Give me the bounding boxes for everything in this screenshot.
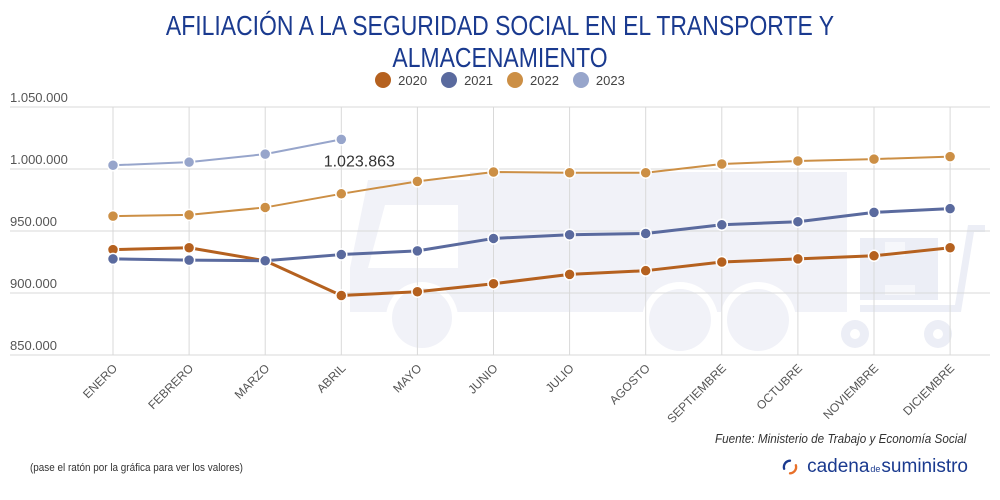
truck-cargo-shape (470, 172, 847, 312)
y-tick-label: 1.050.000 (10, 90, 68, 105)
data-point-2022[interactable] (563, 166, 576, 179)
series-2022[interactable] (106, 150, 957, 223)
x-tick-label: MARZO (232, 361, 273, 402)
legend-label-2020: 2020 (398, 72, 428, 88)
series-layer (106, 133, 957, 302)
data-point-2022[interactable] (639, 166, 652, 179)
annotations: 1.023.863 (324, 153, 395, 170)
cart-wheel-right-hub (933, 329, 943, 339)
legend: 2020 2021 2022 2023 (0, 72, 1000, 88)
series-line-2020 (112, 246, 951, 297)
data-point-2021[interactable] (335, 248, 348, 261)
x-tick-label: OCTUBRE (754, 361, 805, 412)
x-tick-label: DICIEMBRE (900, 361, 957, 418)
legend-marker-2021 (441, 72, 458, 88)
legend-item-2020[interactable]: 2020 (375, 72, 427, 88)
data-point-2022[interactable] (258, 201, 272, 214)
data-point-2020[interactable] (639, 264, 652, 277)
data-point-2022[interactable] (106, 209, 120, 223)
data-point-2021[interactable] (943, 202, 957, 215)
legend-item-2023[interactable]: 2023 (572, 72, 625, 88)
data-point-2021[interactable] (258, 254, 272, 268)
x-tick-label: ENERO (80, 361, 120, 401)
x-tick-label: FEBRERO (145, 361, 196, 412)
series-2021[interactable] (106, 202, 957, 268)
data-point-2022[interactable] (487, 165, 500, 179)
legend-label-2022: 2022 (530, 72, 559, 88)
data-point-2021[interactable] (182, 253, 196, 267)
data-point-2020[interactable] (715, 255, 729, 269)
x-tick-label: MAYO (390, 361, 424, 395)
data-point-2022[interactable] (411, 175, 424, 188)
data-point-2020[interactable] (335, 289, 348, 302)
data-point-2020[interactable] (563, 268, 576, 281)
data-label: 1.023.863 (324, 153, 395, 170)
legend-marker-2022 (507, 72, 523, 88)
x-tick-label: JUNIO (465, 361, 500, 396)
data-point-2021[interactable] (411, 244, 424, 258)
data-point-2020[interactable] (487, 277, 500, 290)
data-point-2021[interactable] (639, 227, 652, 240)
data-point-2022[interactable] (182, 208, 196, 222)
y-tick-label: 950.000 (10, 214, 57, 229)
data-point-2020[interactable] (867, 249, 881, 263)
legend-item-2022[interactable]: 2022 (507, 72, 559, 88)
series-line-2022 (112, 155, 951, 218)
data-point-2020[interactable] (791, 252, 805, 266)
cart-frame-shape (860, 225, 985, 312)
x-tick-label: AGOSTO (607, 361, 653, 407)
grid (10, 106, 990, 356)
data-point-2022[interactable] (867, 152, 881, 166)
x-axis: ENERO FEBRERO MARZO ABRIL MAYO JUNIO JULIO AGOS… (80, 361, 957, 426)
truck-wheel-front-inner (392, 288, 452, 348)
brand-part-1: cadena (807, 456, 870, 477)
data-point-2022[interactable] (715, 157, 729, 171)
data-point-2022[interactable] (943, 150, 957, 163)
data-point-2023[interactable] (258, 147, 272, 161)
data-point-2021[interactable] (791, 215, 805, 228)
data-point-2021[interactable] (867, 206, 881, 219)
cart-wheel-left-hub (850, 329, 860, 339)
cart-box-label-2 (885, 285, 915, 295)
legend-label-2021: 2021 (464, 72, 493, 88)
truck-illustration (350, 172, 985, 358)
legend-marker-2023 (572, 72, 589, 88)
series-2023[interactable] (106, 133, 348, 172)
truck-wheel-rear-2-inner (727, 289, 789, 351)
series-line-2021 (112, 207, 951, 263)
data-point-2022[interactable] (335, 187, 348, 201)
data-point-2020[interactable] (943, 241, 957, 254)
chart-title: AFILIACIÓN A LA SEGURIDAD SOCIAL EN EL T… (165, 10, 835, 73)
data-point-2021[interactable] (715, 218, 729, 232)
data-point-2020[interactable] (411, 285, 424, 299)
hover-hint: (pase el ratón por la gráfica para ver l… (30, 462, 243, 474)
series-line-2023 (112, 138, 342, 167)
x-tick-label: SEPTIEMBRE (664, 361, 729, 426)
data-point-2021[interactable] (106, 252, 120, 266)
legend-item-2021[interactable]: 2021 (441, 72, 493, 88)
legend-marker-2020 (375, 72, 392, 88)
data-point-2023[interactable] (335, 133, 348, 146)
data-point-2023[interactable] (106, 159, 120, 172)
data-point-2021[interactable] (563, 228, 576, 241)
truck-wheel-rear-1-inner (649, 289, 711, 351)
y-tick-label: 900.000 (10, 276, 57, 291)
x-tick-label: JULIO (543, 361, 577, 395)
brand-part-3: suministro (881, 456, 968, 477)
x-tick-label: ABRIL (314, 361, 349, 396)
data-point-2022[interactable] (791, 154, 805, 168)
data-point-2021[interactable] (487, 232, 500, 245)
source-note: Fuente: Ministerio de Trabajo y Economía… (714, 431, 966, 446)
x-tick-label: NOVIEMBRE (820, 361, 881, 422)
data-point-2023[interactable] (182, 155, 196, 169)
legend-label-2023: 2023 (595, 72, 625, 88)
y-tick-label: 1.000.000 (10, 152, 68, 167)
brand-refresh-icon (782, 459, 798, 475)
brand-part-2: de (870, 464, 881, 474)
y-tick-label: 850.000 (10, 338, 57, 353)
data-point-2020[interactable] (182, 241, 196, 254)
y-axis: 850.000 900.000 950.000 1.000.000 1.050.000 (10, 90, 68, 353)
brand-logo-text[interactable]: cadena de suministro (781, 456, 968, 478)
